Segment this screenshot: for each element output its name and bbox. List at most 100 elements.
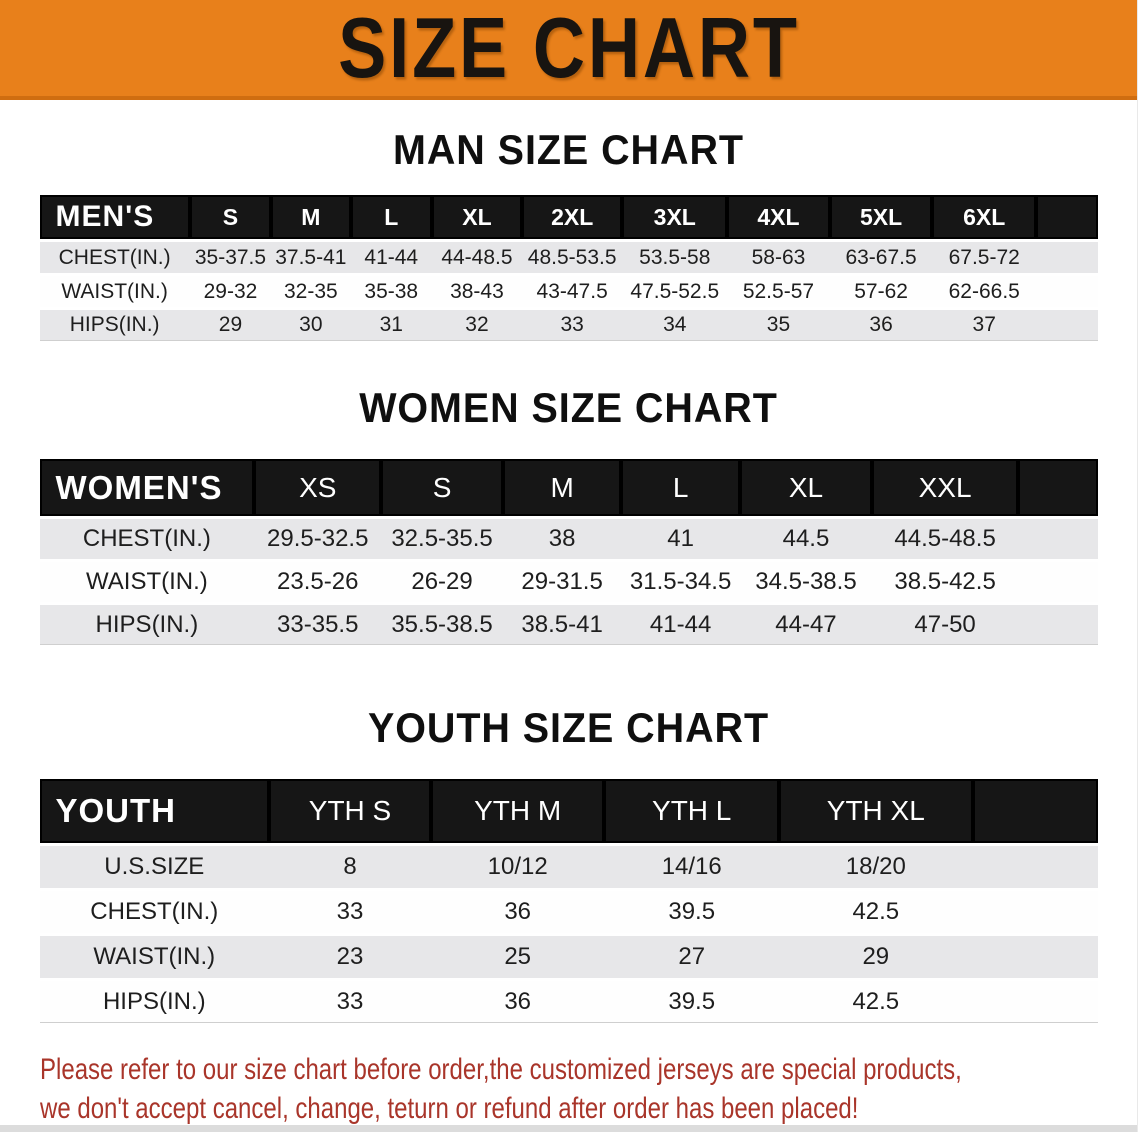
section-men: MAN SIZE CHART MEN'S S M L XL 2XL 3XL 4XL 5XL 6XL… bbox=[0, 126, 1137, 344]
size-value-cell: 29-32 bbox=[189, 276, 272, 307]
table-row: WAIST(IN.) 29-32 32-35 35-38 38-43 43-47.5 47.… bbox=[39, 276, 1098, 307]
size-value-cell: 39.5 bbox=[604, 981, 779, 1023]
size-value-cell: 34 bbox=[622, 310, 728, 341]
section-women: WOMEN SIZE CHART WOMEN'S XS S M L XL XXL CHEST(… bbox=[0, 384, 1137, 648]
size-column-header: XL bbox=[739, 459, 873, 516]
size-value-cell: 43-47.5 bbox=[521, 276, 623, 307]
size-column-header: YTH L bbox=[604, 779, 779, 843]
table-row: CHEST(IN.) 29.5-32.5 32.5-35.5 38 41 44.5 44.5… bbox=[39, 519, 1098, 559]
row-label: U.S.SIZE bbox=[39, 846, 270, 888]
table-header-row: YOUTH YTH S YTH M YTH L YTH XL bbox=[39, 779, 1098, 843]
table-row: WAIST(IN.) 23 25 27 29 bbox=[39, 936, 1098, 978]
size-value-cell: 8 bbox=[269, 846, 431, 888]
disclaimer-line-1: Please refer to our size chart before or… bbox=[40, 1053, 962, 1086]
row-label: HIPS(IN.) bbox=[39, 310, 190, 341]
section-youth: YOUTH SIZE CHART YOUTH YTH S YTH M YTH L YTH… bbox=[0, 704, 1137, 1026]
size-value-cell: 23 bbox=[269, 936, 431, 978]
size-column-header: XL bbox=[431, 195, 522, 239]
row-spacer-cell bbox=[1018, 519, 1098, 559]
row-label: HIPS(IN.) bbox=[39, 981, 270, 1023]
women-size-table: WOMEN'S XS S M L XL XXL CHEST(IN.) 29.5-32.5 32.5… bbox=[39, 456, 1098, 648]
size-value-cell: 47.5-52.5 bbox=[622, 276, 728, 307]
row-spacer-cell bbox=[972, 846, 1098, 888]
women-section-heading: WOMEN SIZE CHART bbox=[359, 384, 778, 431]
size-value-cell: 44.5-48.5 bbox=[872, 519, 1019, 559]
size-value-cell: 38 bbox=[502, 519, 622, 559]
size-value-cell: 33-35.5 bbox=[254, 605, 382, 645]
size-column-header: M bbox=[502, 459, 622, 516]
table-row: HIPS(IN.) 33-35.5 35.5-38.5 38.5-41 41-44 44-… bbox=[39, 605, 1098, 645]
size-table: YOUTH YTH S YTH M YTH L YTH XL U.S.SIZE 8 10/12… bbox=[39, 776, 1098, 1026]
table-row: CHEST(IN.) 35-37.5 37.5-41 41-44 44-48.5 48.5… bbox=[39, 242, 1098, 273]
size-column-header: S bbox=[189, 195, 272, 239]
size-value-cell: 38.5-42.5 bbox=[872, 562, 1019, 602]
table-row: HIPS(IN.) 29 30 31 32 33 34 35 36 37 bbox=[39, 310, 1098, 341]
size-value-cell: 29 bbox=[189, 310, 272, 341]
size-value-cell: 32-35 bbox=[271, 276, 351, 307]
row-spacer-cell bbox=[972, 981, 1098, 1023]
size-column-header: L bbox=[621, 459, 740, 516]
row-spacer-cell bbox=[972, 891, 1098, 933]
disclaimer-line-2: we don't accept cancel, change, teturn o… bbox=[40, 1092, 859, 1125]
size-column-header: 3XL bbox=[622, 195, 728, 239]
size-value-cell: 58-63 bbox=[727, 242, 830, 273]
row-spacer-cell bbox=[1036, 310, 1098, 341]
size-value-cell: 63-67.5 bbox=[829, 242, 933, 273]
size-column-header: 2XL bbox=[521, 195, 623, 239]
size-column-header: XXL bbox=[872, 459, 1019, 516]
size-value-cell: 32.5-35.5 bbox=[381, 519, 503, 559]
size-column-header: XS bbox=[254, 459, 382, 516]
row-spacer-cell bbox=[972, 936, 1098, 978]
size-table: MEN'S S M L XL 2XL 3XL 4XL 5XL 6XL CHEST(IN.) 35-37… bbox=[39, 192, 1098, 344]
size-value-cell: 38-43 bbox=[431, 276, 522, 307]
men-size-table: MEN'S S M L XL 2XL 3XL 4XL 5XL 6XL CHEST(IN.) 35-37… bbox=[39, 192, 1098, 344]
youth-section-heading: YOUTH SIZE CHART bbox=[367, 704, 770, 751]
size-value-cell: 67.5-72 bbox=[932, 242, 1037, 273]
size-value-cell: 44-47 bbox=[739, 605, 873, 645]
size-value-cell: 42.5 bbox=[779, 891, 973, 933]
size-value-cell: 23.5-26 bbox=[254, 562, 382, 602]
size-value-cell: 31 bbox=[350, 310, 432, 341]
size-value-cell: 26-29 bbox=[381, 562, 503, 602]
table-header-row: WOMEN'S XS S M L XL XXL bbox=[39, 459, 1098, 516]
size-column-header: YTH XL bbox=[779, 779, 973, 843]
size-value-cell: 29-31.5 bbox=[502, 562, 622, 602]
size-value-cell: 38.5-41 bbox=[502, 605, 622, 645]
size-value-cell: 29 bbox=[779, 936, 973, 978]
size-value-cell: 44-48.5 bbox=[431, 242, 522, 273]
table-row: CHEST(IN.) 33 36 39.5 42.5 bbox=[39, 891, 1098, 933]
size-value-cell: 35.5-38.5 bbox=[381, 605, 503, 645]
table-group-label: MEN'S bbox=[39, 195, 190, 239]
row-label: CHEST(IN.) bbox=[39, 242, 190, 273]
size-value-cell: 41-44 bbox=[350, 242, 432, 273]
row-label: WAIST(IN.) bbox=[39, 936, 270, 978]
size-value-cell: 48.5-53.5 bbox=[521, 242, 623, 273]
size-column-header: L bbox=[350, 195, 432, 239]
size-column-header: M bbox=[271, 195, 351, 239]
header-spacer-cell bbox=[1018, 459, 1098, 516]
row-label: CHEST(IN.) bbox=[39, 519, 255, 559]
size-column-header: S bbox=[381, 459, 503, 516]
size-value-cell: 31.5-34.5 bbox=[621, 562, 740, 602]
size-value-cell: 53.5-58 bbox=[622, 242, 728, 273]
size-value-cell: 33 bbox=[521, 310, 623, 341]
row-spacer-cell bbox=[1018, 605, 1098, 645]
size-value-cell: 33 bbox=[269, 891, 431, 933]
row-label: HIPS(IN.) bbox=[39, 605, 255, 645]
size-value-cell: 62-66.5 bbox=[932, 276, 1037, 307]
size-value-cell: 32 bbox=[431, 310, 522, 341]
bottom-edge-strip bbox=[0, 1125, 1137, 1132]
table-group-label: YOUTH bbox=[39, 779, 270, 843]
row-label: WAIST(IN.) bbox=[39, 562, 255, 602]
size-value-cell: 35-37.5 bbox=[189, 242, 272, 273]
size-value-cell: 37 bbox=[932, 310, 1037, 341]
size-value-cell: 44.5 bbox=[739, 519, 873, 559]
size-value-cell: 14/16 bbox=[604, 846, 779, 888]
banner-title: SIZE CHART bbox=[337, 0, 800, 96]
size-column-header: 5XL bbox=[829, 195, 933, 239]
size-value-cell: 25 bbox=[430, 936, 605, 978]
size-value-cell: 10/12 bbox=[430, 846, 605, 888]
size-value-cell: 34.5-38.5 bbox=[739, 562, 873, 602]
size-column-header: 6XL bbox=[932, 195, 1037, 239]
table-row: HIPS(IN.) 33 36 39.5 42.5 bbox=[39, 981, 1098, 1023]
